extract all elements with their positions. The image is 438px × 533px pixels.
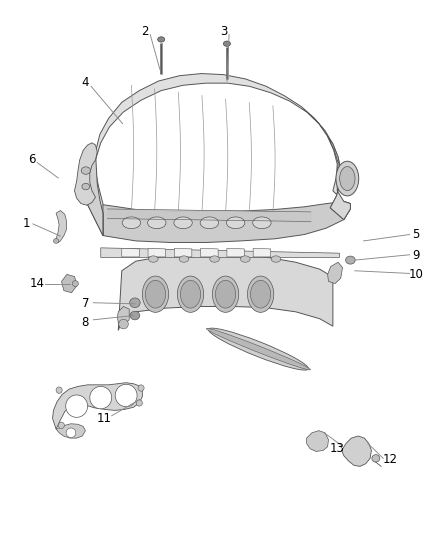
Text: 10: 10 [409, 268, 424, 281]
Ellipse shape [56, 387, 62, 393]
Ellipse shape [72, 280, 78, 287]
Ellipse shape [212, 276, 239, 312]
Polygon shape [56, 211, 67, 243]
Polygon shape [342, 436, 371, 466]
Ellipse shape [115, 384, 137, 407]
Polygon shape [74, 143, 97, 205]
Polygon shape [148, 248, 166, 257]
Ellipse shape [138, 385, 144, 391]
Text: 3: 3 [220, 26, 227, 38]
Polygon shape [201, 248, 218, 257]
Polygon shape [117, 306, 129, 325]
Polygon shape [53, 383, 142, 429]
Polygon shape [88, 199, 350, 243]
Polygon shape [101, 248, 339, 257]
Polygon shape [307, 431, 328, 451]
Ellipse shape [251, 280, 271, 308]
Ellipse shape [247, 276, 274, 312]
Text: 5: 5 [413, 228, 420, 241]
Text: 13: 13 [330, 442, 345, 455]
Ellipse shape [179, 256, 189, 262]
Text: 6: 6 [28, 154, 35, 166]
Polygon shape [328, 262, 343, 284]
Ellipse shape [177, 276, 204, 312]
Polygon shape [118, 254, 333, 330]
Polygon shape [227, 248, 244, 257]
Polygon shape [95, 74, 350, 236]
Text: 14: 14 [30, 277, 45, 290]
Ellipse shape [223, 41, 230, 46]
Text: 9: 9 [412, 249, 420, 262]
Ellipse shape [122, 217, 141, 229]
Polygon shape [328, 136, 350, 220]
Ellipse shape [53, 239, 59, 243]
Ellipse shape [206, 328, 311, 370]
Ellipse shape [145, 280, 166, 308]
Ellipse shape [148, 217, 166, 229]
Ellipse shape [136, 400, 142, 406]
Ellipse shape [119, 319, 128, 329]
Polygon shape [253, 248, 271, 257]
Ellipse shape [208, 328, 308, 370]
Ellipse shape [215, 280, 236, 308]
Ellipse shape [90, 386, 112, 409]
Ellipse shape [58, 422, 64, 429]
Ellipse shape [130, 298, 140, 308]
Polygon shape [56, 424, 85, 438]
Ellipse shape [336, 161, 359, 196]
Ellipse shape [340, 166, 355, 191]
Ellipse shape [346, 256, 355, 264]
Ellipse shape [372, 455, 380, 462]
Text: 2: 2 [141, 26, 148, 38]
Ellipse shape [66, 428, 76, 438]
Ellipse shape [81, 167, 90, 174]
Ellipse shape [200, 217, 219, 229]
Ellipse shape [142, 276, 169, 312]
Polygon shape [122, 248, 139, 257]
Ellipse shape [210, 256, 219, 262]
Ellipse shape [130, 311, 140, 320]
Ellipse shape [148, 256, 158, 262]
Ellipse shape [226, 217, 245, 229]
Ellipse shape [82, 183, 90, 190]
Text: 11: 11 [97, 412, 112, 425]
Text: 7: 7 [81, 297, 89, 310]
Ellipse shape [240, 256, 250, 262]
Ellipse shape [180, 280, 201, 308]
Ellipse shape [158, 37, 165, 42]
Ellipse shape [174, 217, 192, 229]
Ellipse shape [271, 256, 281, 262]
Ellipse shape [66, 395, 88, 417]
Text: 4: 4 [81, 76, 89, 89]
Text: 1: 1 [22, 217, 30, 230]
Polygon shape [85, 148, 103, 236]
Text: 8: 8 [82, 316, 89, 329]
Ellipse shape [253, 217, 271, 229]
Text: 12: 12 [382, 453, 397, 466]
Polygon shape [174, 248, 192, 257]
